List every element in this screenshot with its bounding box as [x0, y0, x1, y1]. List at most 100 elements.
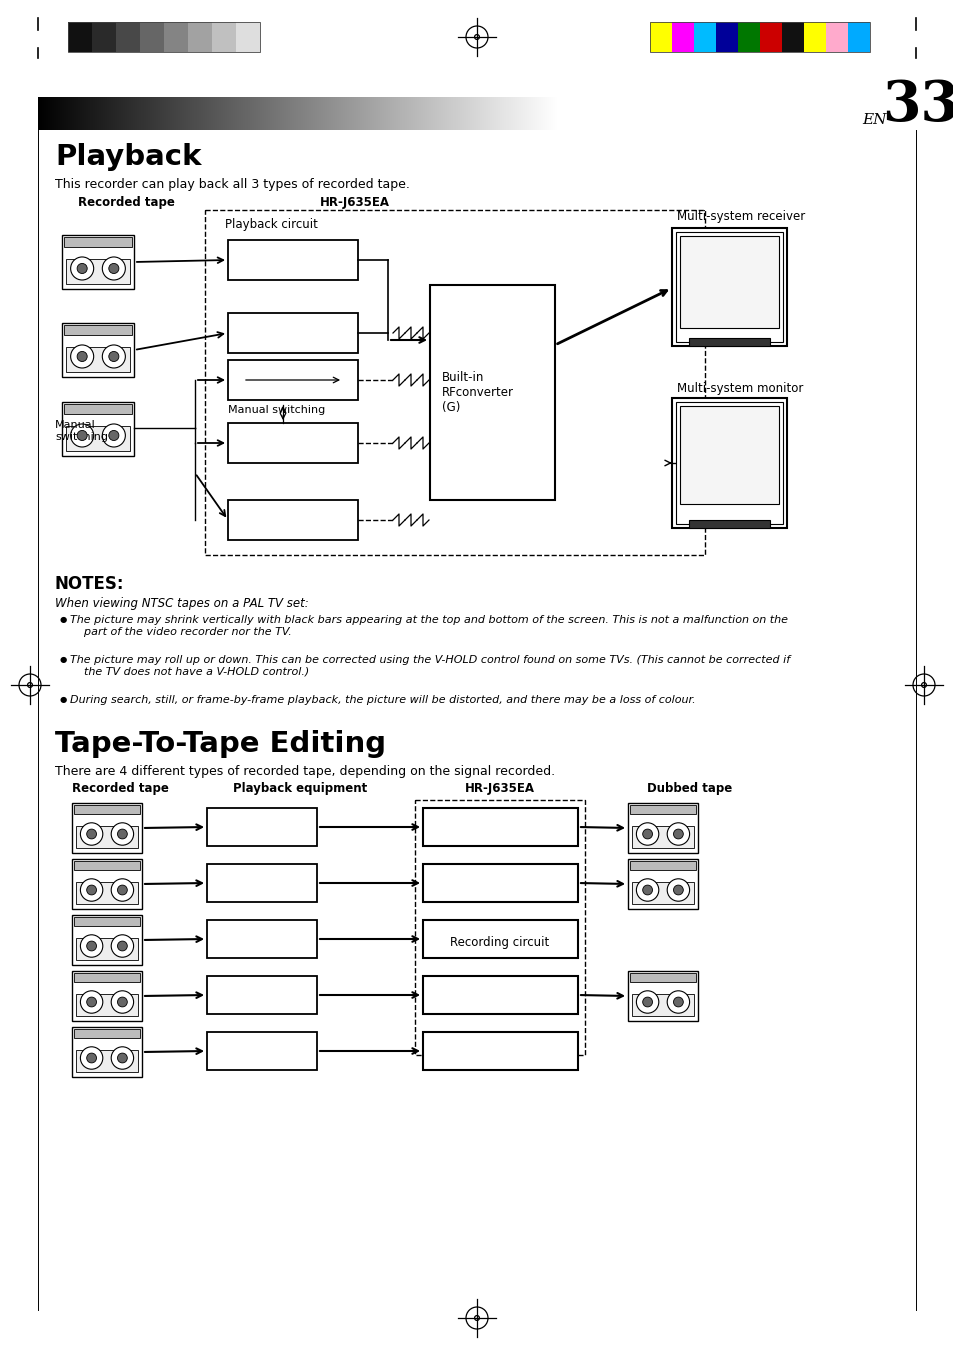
Bar	[767, 97, 768, 130]
Bar	[627, 802, 698, 852]
Bar	[253, 97, 254, 130]
Bar	[799, 97, 800, 130]
Bar	[277, 97, 278, 130]
Bar	[291, 97, 292, 130]
Circle shape	[102, 345, 125, 367]
Bar	[210, 97, 211, 130]
Bar	[680, 97, 681, 130]
Bar	[326, 97, 327, 130]
Bar	[129, 97, 130, 130]
Bar	[337, 97, 338, 130]
Bar	[582, 97, 583, 130]
Text: Manual
switching: Manual switching	[55, 420, 108, 442]
Bar	[652, 97, 654, 130]
Bar	[318, 97, 319, 130]
Bar	[133, 97, 135, 130]
Bar	[272, 97, 273, 130]
Bar	[264, 97, 265, 130]
Bar	[274, 97, 275, 130]
Bar	[236, 97, 237, 130]
Bar	[478, 97, 479, 130]
Bar	[382, 97, 384, 130]
Bar	[60, 97, 61, 130]
Bar	[50, 97, 51, 130]
Bar	[190, 97, 191, 130]
Bar	[502, 97, 503, 130]
Bar	[51, 97, 52, 130]
Bar	[214, 97, 215, 130]
Bar	[111, 97, 112, 130]
Bar	[41, 97, 42, 130]
Bar	[856, 97, 857, 130]
Bar	[419, 97, 420, 130]
Bar	[286, 97, 287, 130]
Bar	[844, 97, 845, 130]
Bar	[685, 97, 686, 130]
Bar	[633, 97, 634, 130]
Circle shape	[87, 830, 96, 839]
Bar	[664, 97, 665, 130]
Bar	[262, 97, 263, 130]
Bar	[840, 97, 841, 130]
Bar	[661, 97, 662, 130]
Bar	[590, 97, 592, 130]
Bar	[820, 97, 821, 130]
Bar	[45, 97, 46, 130]
Bar	[118, 97, 119, 130]
Bar	[345, 97, 346, 130]
Bar	[124, 97, 125, 130]
Bar	[750, 97, 751, 130]
Bar	[358, 97, 359, 130]
Bar	[441, 97, 442, 130]
Bar	[170, 97, 171, 130]
Bar	[268, 97, 269, 130]
Bar	[418, 97, 419, 130]
Bar	[589, 97, 590, 130]
Bar	[787, 97, 788, 130]
Bar	[311, 97, 312, 130]
Bar	[471, 97, 472, 130]
Bar	[467, 97, 468, 130]
Bar	[44, 97, 45, 130]
Bar	[299, 97, 301, 130]
Bar	[241, 97, 242, 130]
Bar	[206, 97, 207, 130]
Bar	[80, 97, 81, 130]
Bar	[330, 97, 331, 130]
Bar	[882, 97, 883, 130]
Bar	[88, 97, 89, 130]
Text: Manual switching: Manual switching	[228, 405, 325, 415]
Bar	[433, 97, 434, 130]
Bar	[846, 97, 847, 130]
Bar	[222, 97, 223, 130]
Bar	[336, 97, 337, 130]
Bar	[805, 97, 806, 130]
Bar	[563, 97, 564, 130]
Bar	[795, 97, 796, 130]
Bar	[57, 97, 58, 130]
Bar	[534, 97, 535, 130]
Circle shape	[117, 997, 127, 1006]
Bar	[74, 861, 140, 870]
Bar	[892, 97, 893, 130]
Bar	[393, 97, 394, 130]
Bar	[175, 97, 177, 130]
Bar	[412, 97, 413, 130]
Bar	[616, 97, 617, 130]
Bar	[371, 97, 372, 130]
Bar	[142, 97, 143, 130]
Bar	[492, 97, 493, 130]
Bar	[792, 97, 793, 130]
Bar	[667, 97, 668, 130]
Bar	[838, 97, 840, 130]
Circle shape	[102, 424, 125, 447]
Bar	[483, 97, 484, 130]
Bar	[696, 97, 697, 130]
Bar	[350, 97, 351, 130]
Bar	[720, 97, 721, 130]
Bar	[334, 97, 335, 130]
Bar	[269, 97, 270, 130]
Bar	[551, 97, 552, 130]
Bar	[407, 97, 408, 130]
Bar	[74, 1029, 140, 1038]
